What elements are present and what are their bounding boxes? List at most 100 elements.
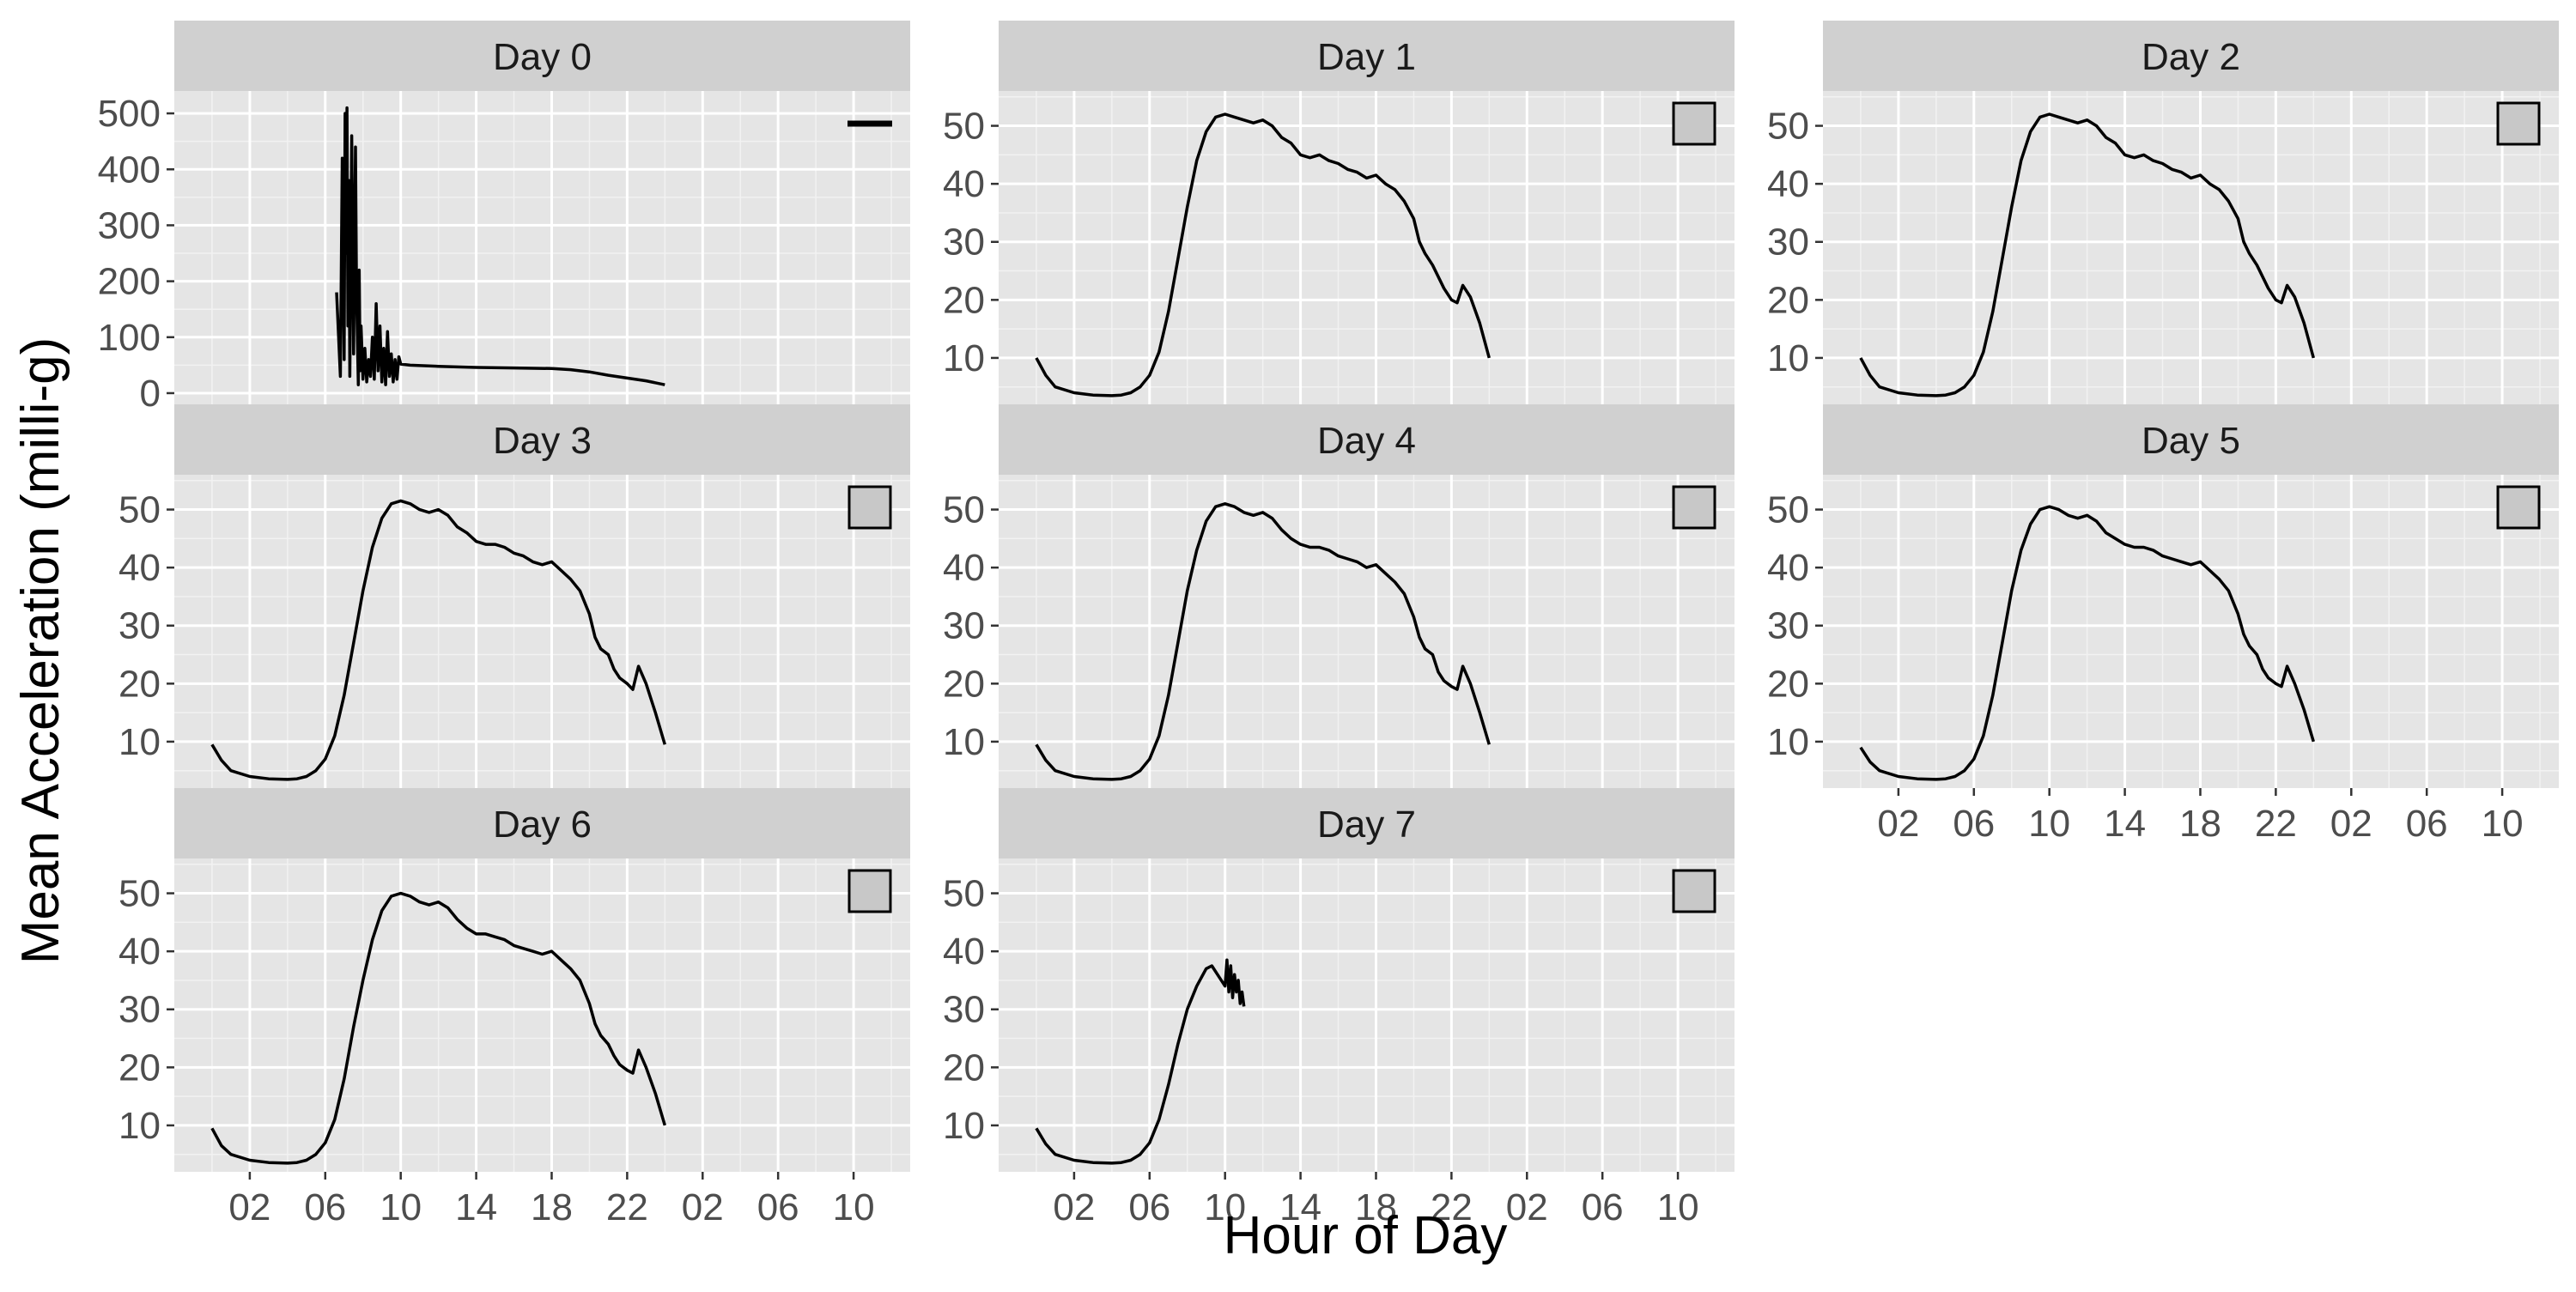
x-tick-label: 18 bbox=[1355, 1186, 1397, 1228]
series-line bbox=[210, 891, 666, 1165]
facet-strip bbox=[999, 21, 1735, 91]
x-axis-label: Hour of Day bbox=[1224, 1206, 1508, 1265]
facet-panel-5: Day 5 10 20 30 40 50 02 06 10 14 18 22 02 06 10 bbox=[1767, 404, 2559, 845]
y-tick-label: 200 bbox=[98, 261, 161, 303]
facet-strip bbox=[999, 788, 1735, 858]
y-tick-label: 20 bbox=[943, 1046, 985, 1089]
y-tick-label: 50 bbox=[1767, 489, 1809, 531]
y-tick-label: 10 bbox=[943, 721, 985, 763]
x-tick-label: 02 bbox=[228, 1186, 270, 1228]
facet-strip-label: Day 4 bbox=[1317, 420, 1416, 462]
y-tick-label: 20 bbox=[1767, 663, 1809, 705]
legend-key-box bbox=[2496, 101, 2541, 146]
x-tick-label: 10 bbox=[1657, 1186, 1699, 1228]
facet-panel-1: Day 1 10 20 30 40 50 bbox=[943, 21, 1735, 404]
x-tick-label: 14 bbox=[455, 1186, 497, 1228]
x-tick-label: 10 bbox=[380, 1186, 422, 1228]
facet-strip-label: Day 3 bbox=[493, 420, 592, 462]
facet-panel-4: Day 4 10 20 30 40 50 bbox=[943, 404, 1735, 788]
facet-strip-label: Day 2 bbox=[2142, 36, 2240, 78]
x-tick-label: 10 bbox=[833, 1186, 875, 1228]
y-tick-label: 40 bbox=[118, 931, 161, 973]
facet-panel-3: Day 3 10 20 30 40 50 bbox=[118, 404, 910, 788]
x-tick-label: 14 bbox=[1279, 1186, 1321, 1228]
x-tick-label: 02 bbox=[2330, 803, 2372, 845]
series-line bbox=[335, 106, 665, 386]
panel-background bbox=[174, 858, 910, 1172]
y-tick-label: 40 bbox=[1767, 163, 1809, 205]
y-tick-label: 30 bbox=[943, 605, 985, 647]
y-tick-label: 500 bbox=[98, 93, 161, 135]
x-tick-label: 02 bbox=[1053, 1186, 1095, 1228]
legend-key-box bbox=[1672, 101, 1716, 146]
series-line bbox=[1035, 502, 1491, 781]
y-tick-label: 30 bbox=[118, 989, 161, 1031]
y-tick-label: 50 bbox=[118, 873, 161, 915]
x-tick-label: 06 bbox=[304, 1186, 346, 1228]
y-tick-label: 40 bbox=[943, 547, 985, 589]
y-tick-label: 30 bbox=[1767, 221, 1809, 264]
panel-background bbox=[174, 475, 910, 788]
y-tick-label: 40 bbox=[943, 163, 985, 205]
facet-panel-7: Day 7 10 20 30 40 50 02 06 10 14 18 22 02 06 10 bbox=[943, 788, 1735, 1228]
series-line bbox=[1859, 505, 2315, 781]
panel-background bbox=[1823, 475, 2559, 788]
facet-panel-6: Day 6 10 20 30 40 50 02 06 10 14 18 22 02 06 10 bbox=[118, 788, 910, 1228]
y-tick-label: 20 bbox=[943, 279, 985, 321]
legend-key-box bbox=[1672, 485, 1716, 530]
facet-strip-label: Day 7 bbox=[1317, 804, 1416, 846]
panel-background bbox=[1823, 91, 2559, 404]
x-tick-label: 06 bbox=[1128, 1186, 1170, 1228]
x-tick-label: 06 bbox=[757, 1186, 799, 1228]
facet-strip bbox=[1823, 404, 2559, 475]
y-tick-label: 30 bbox=[943, 221, 985, 264]
y-tick-label: 40 bbox=[118, 547, 161, 589]
x-tick-label: 10 bbox=[1204, 1186, 1246, 1228]
facet-strip bbox=[1823, 21, 2559, 91]
legend-key-box bbox=[1672, 869, 1716, 913]
y-tick-label: 20 bbox=[118, 1046, 161, 1089]
y-tick-label: 20 bbox=[118, 663, 161, 705]
series-line bbox=[1035, 112, 1491, 397]
y-tick-label: 30 bbox=[943, 989, 985, 1031]
panel-background bbox=[999, 475, 1735, 788]
x-tick-label: 14 bbox=[2104, 803, 2146, 845]
y-tick-label: 40 bbox=[943, 931, 985, 973]
facet-strip bbox=[174, 404, 910, 475]
y-tick-label: 30 bbox=[118, 605, 161, 647]
x-tick-label: 18 bbox=[2179, 803, 2221, 845]
y-tick-label: 10 bbox=[118, 721, 161, 763]
facet-panel-0: Day 0 0 100 200 300 400 500 bbox=[98, 21, 910, 415]
x-tick-label: 02 bbox=[1877, 803, 1919, 845]
y-tick-label: 10 bbox=[1767, 337, 1809, 379]
x-tick-label: 22 bbox=[1431, 1186, 1473, 1228]
panel-background bbox=[999, 91, 1735, 404]
y-tick-label: 300 bbox=[98, 204, 161, 246]
series-line bbox=[1859, 112, 2315, 397]
x-tick-label: 10 bbox=[2028, 803, 2070, 845]
facet-strip-label: Day 1 bbox=[1317, 36, 1416, 78]
panel-background bbox=[174, 91, 910, 404]
y-tick-label: 50 bbox=[943, 106, 985, 148]
facet-strip bbox=[999, 404, 1735, 475]
facet-panel-2: Day 2 10 20 30 40 50 bbox=[1767, 21, 2559, 404]
facet-strip bbox=[174, 788, 910, 858]
y-tick-label: 50 bbox=[118, 489, 161, 531]
y-tick-label: 50 bbox=[943, 489, 985, 531]
y-tick-label: 40 bbox=[1767, 547, 1809, 589]
y-tick-label: 100 bbox=[98, 317, 161, 359]
x-tick-label: 02 bbox=[1506, 1186, 1548, 1228]
y-tick-label: 50 bbox=[1767, 106, 1809, 148]
y-tick-label: 50 bbox=[943, 873, 985, 915]
y-tick-label: 20 bbox=[1767, 279, 1809, 321]
y-tick-label: 10 bbox=[1767, 721, 1809, 763]
y-tick-label: 0 bbox=[140, 373, 161, 415]
x-tick-label: 22 bbox=[2255, 803, 2297, 845]
x-tick-label: 06 bbox=[1582, 1186, 1624, 1228]
x-tick-label: 10 bbox=[2482, 803, 2524, 845]
series-line bbox=[1035, 958, 1246, 1165]
y-tick-label: 20 bbox=[943, 663, 985, 705]
